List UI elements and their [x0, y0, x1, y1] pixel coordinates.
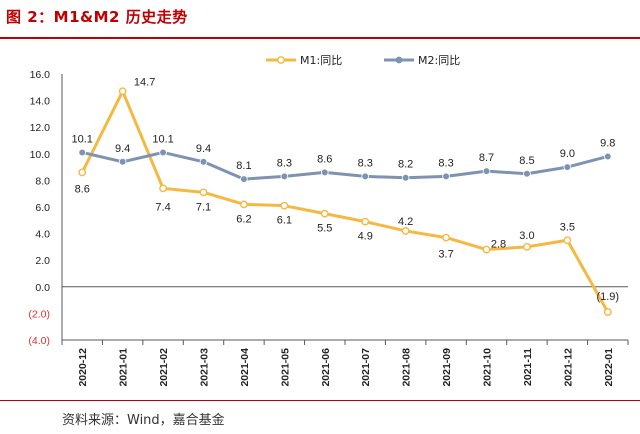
m1-data-label: 3.0 — [519, 230, 534, 242]
m2-point — [401, 173, 410, 182]
m2-data-label: 9.4 — [196, 143, 211, 155]
m2-data-label: 10.1 — [72, 133, 93, 145]
m2-point — [199, 157, 208, 166]
m1-point — [118, 87, 127, 96]
m2-point — [563, 163, 572, 171]
series-layer — [78, 87, 612, 316]
m2-data-label: 9.0 — [560, 148, 575, 160]
x-tick-label: 2021-06 — [320, 348, 332, 387]
x-tick-label: 2021-05 — [279, 348, 291, 387]
m1-data-label: 7.1 — [196, 201, 211, 213]
m1-point — [280, 201, 289, 210]
m2-data-label: 8.3 — [358, 157, 373, 169]
data-label-layer: 8.6 14.7 7.4 7.1 6.2 6.1 5.5 4.9 4.2 3.7 2.8 3.0 3.5… — [72, 76, 620, 303]
m1-point — [482, 245, 491, 254]
m1-point — [159, 184, 167, 193]
m2-data-label: 9.8 — [600, 137, 615, 149]
m1-data-label: 4.2 — [398, 216, 413, 228]
y-tick-label: 16.0 — [30, 69, 51, 81]
x-tick-label: 2021-11 — [522, 348, 534, 386]
m2-point — [159, 148, 167, 157]
m1-series-line — [80, 89, 610, 313]
x-tick-label: 2021-10 — [482, 348, 494, 387]
x-tick-label: 2021-04 — [239, 348, 251, 387]
m1-point — [442, 233, 450, 242]
m1-data-label: 3.5 — [560, 221, 575, 233]
x-tick-label: 2021-01 — [118, 348, 130, 387]
m2-data-label: 9.4 — [115, 143, 130, 155]
m1-point — [78, 168, 87, 177]
m1-data-label: 14.7 — [134, 76, 155, 88]
m1-data-label: 3.7 — [438, 249, 453, 261]
x-tick-label: 2021-07 — [360, 348, 372, 387]
m2-data-label: 8.5 — [519, 155, 534, 167]
x-tick-label: 2021-02 — [158, 348, 170, 387]
y-tick-label: 10.0 — [30, 149, 51, 161]
m1-point — [523, 242, 531, 251]
x-tick-label: 2021-03 — [199, 348, 211, 387]
m2-data-label: 8.2 — [398, 159, 413, 171]
m2-point — [320, 168, 329, 177]
y-tick-label: 14.0 — [30, 96, 51, 108]
m2-point — [603, 152, 612, 161]
m2-legend-marker — [395, 56, 403, 64]
m1-data-label: 6.1 — [277, 215, 292, 227]
y-tick-label: (4.0) — [28, 335, 50, 347]
m1-data-label: 2.8 — [491, 239, 506, 251]
y-tick-label: (2.0) — [28, 308, 50, 320]
m2-legend-label: M2:同比 — [418, 54, 460, 67]
m1-legend-marker — [277, 56, 285, 64]
m2-data-label: 8.3 — [438, 157, 453, 169]
title-divider — [0, 37, 640, 39]
m2-series-line — [81, 150, 609, 181]
y-tick-label: 6.0 — [35, 202, 50, 214]
m2-point — [361, 172, 370, 181]
m1-data-label: 8.6 — [75, 183, 90, 195]
m1-data-label: 4.9 — [358, 231, 373, 243]
source-note: 资料来源：Wind，嘉合基金 — [62, 413, 225, 428]
y-tick-label: 12.0 — [30, 122, 51, 134]
m2-data-label: 8.6 — [317, 153, 332, 165]
x-tick-label: 2022-01 — [603, 348, 615, 387]
m2-point — [482, 167, 491, 175]
m1-point — [401, 227, 410, 235]
m2-data-label: 8.7 — [479, 152, 494, 164]
x-tick-label: 2020-12 — [77, 348, 89, 387]
m2-point — [280, 172, 289, 181]
m2-data-label: 10.1 — [152, 133, 173, 145]
x-tick-label: 2021-09 — [441, 348, 453, 387]
m2-point — [118, 157, 127, 166]
footer-divider — [0, 400, 640, 401]
m1-point — [563, 236, 572, 245]
m2-point — [240, 175, 248, 183]
y-tick-label: 4.0 — [35, 229, 50, 241]
y-tick-label: 8.0 — [35, 175, 50, 187]
m1-point — [199, 188, 208, 197]
m2-point — [523, 169, 531, 178]
y-tick-label: 0.0 — [35, 282, 50, 294]
m1-point — [320, 209, 329, 218]
figure-title: 图 2：M1&M2 历史走势 — [6, 8, 188, 26]
m2-data-label: 8.3 — [277, 157, 292, 169]
axis-layer: 16.0 14.0 12.0 10.0 8.0 6.0 4.0 2.0 0.0 (2.0) (4.0… — [28, 69, 629, 387]
m2-point — [78, 148, 87, 157]
m2-point — [442, 172, 450, 181]
legend: M1:同比 M2:同比 — [266, 54, 460, 67]
y-tick-label: 2.0 — [35, 255, 50, 267]
m1-data-label: (1.9) — [596, 291, 619, 303]
x-tick-label: 2021-12 — [562, 348, 574, 387]
x-tick-label: 2021-08 — [401, 348, 413, 387]
m1-data-label: 6.2 — [236, 213, 251, 225]
m1-point — [603, 308, 612, 316]
m1-data-label: 5.5 — [317, 223, 332, 235]
m2-data-label: 8.1 — [236, 160, 251, 172]
m1-data-label: 7.4 — [155, 201, 170, 213]
m1-legend-label: M1:同比 — [300, 54, 342, 67]
m1-m2-line-chart: 16.0 14.0 12.0 10.0 8.0 6.0 4.0 2.0 0.0 (2.0) (4.0… — [28, 54, 629, 387]
m1-point — [240, 200, 248, 209]
m1-point — [361, 217, 370, 226]
